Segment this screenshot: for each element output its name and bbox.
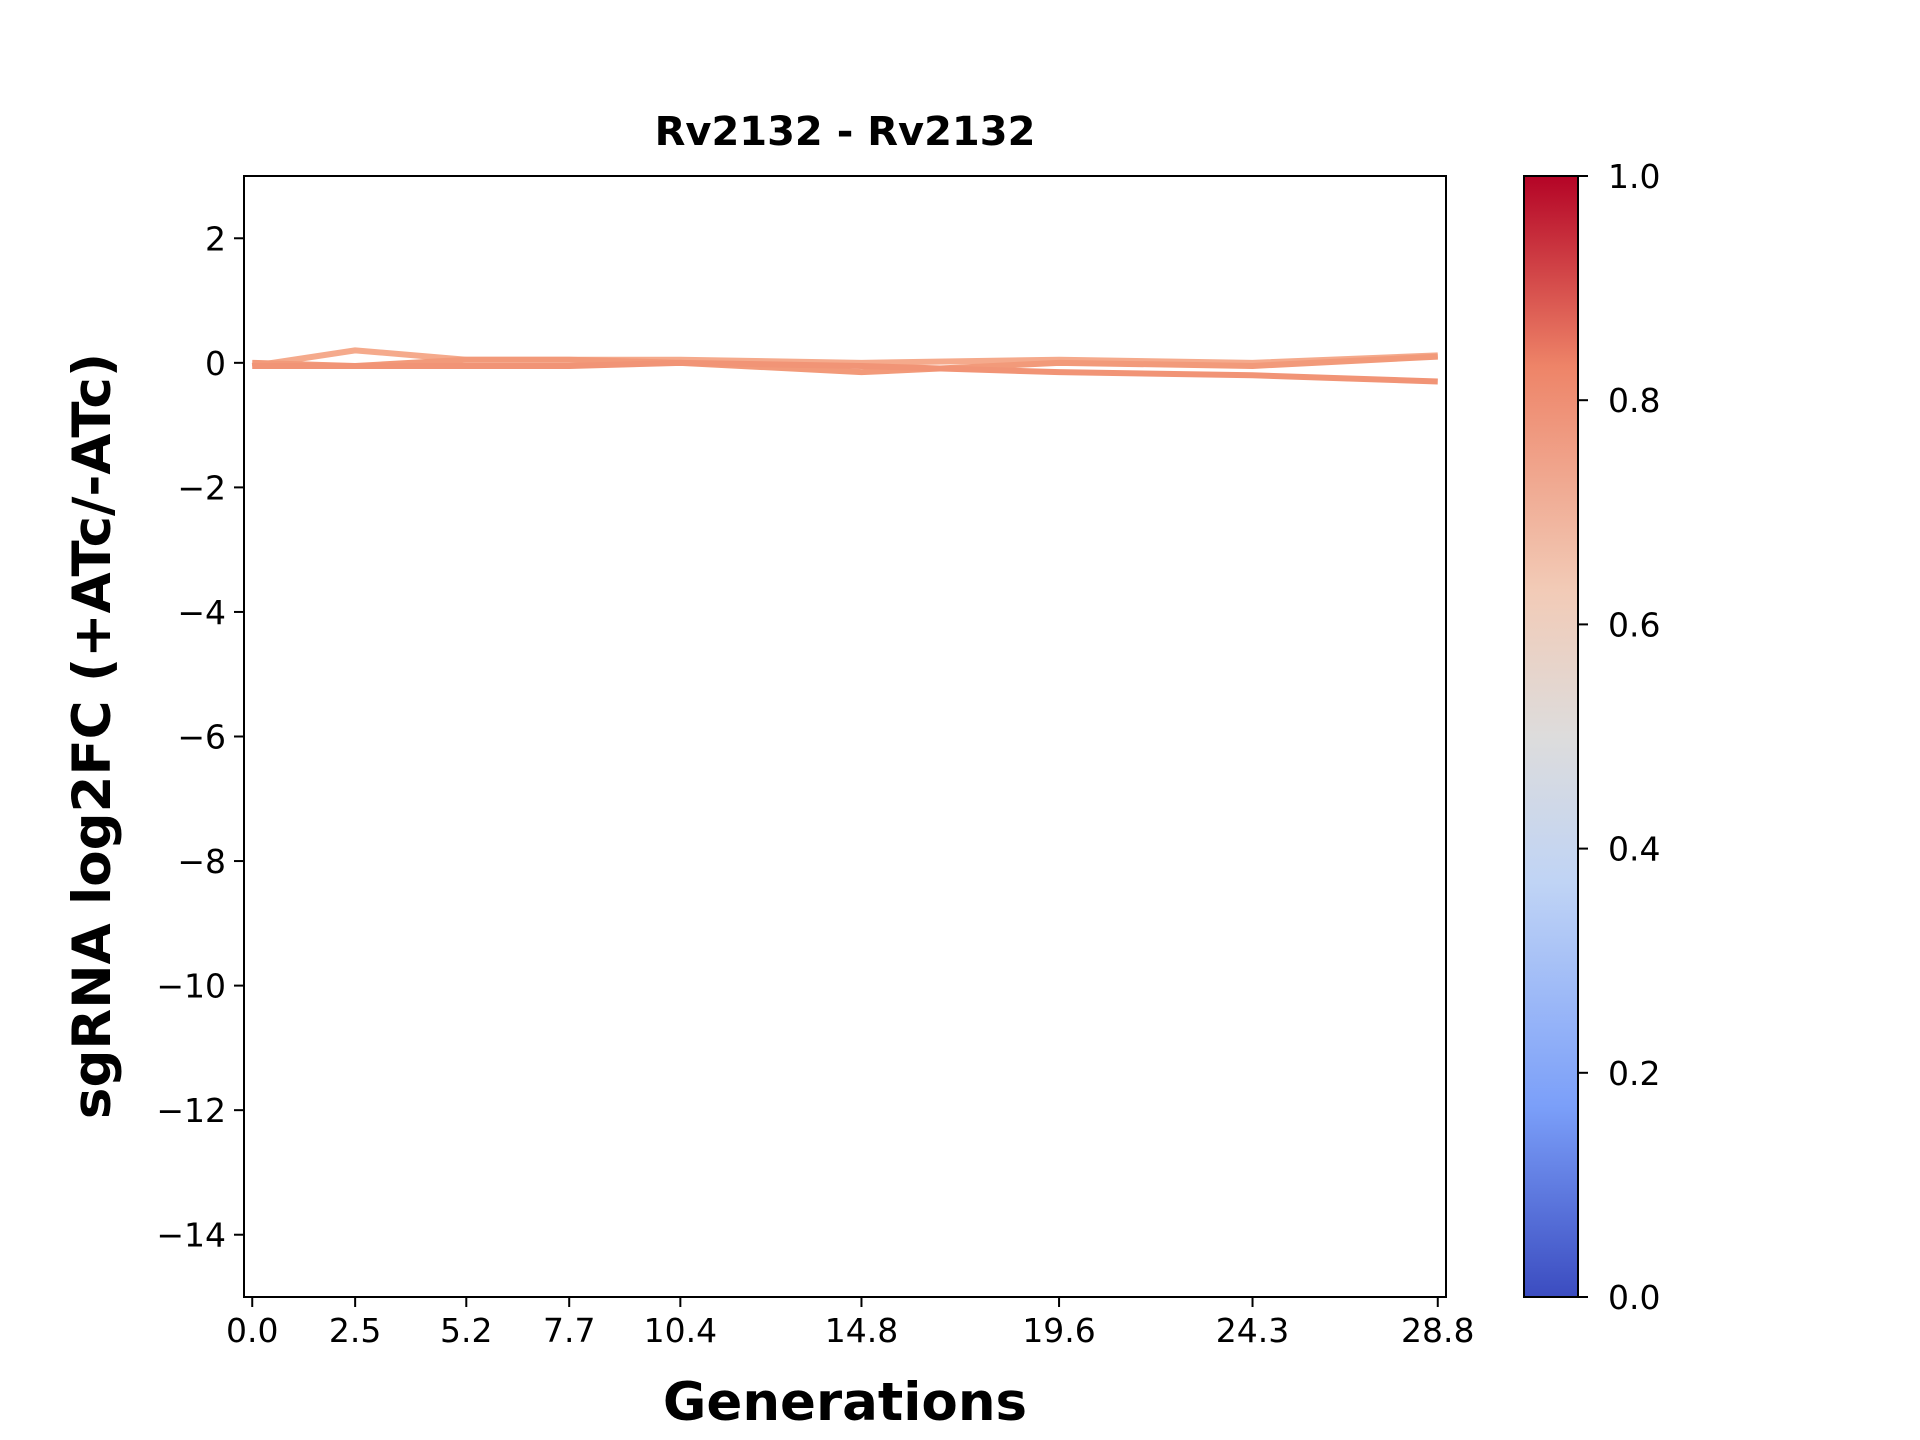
colorbar-tick-label: 0.8 bbox=[1608, 381, 1660, 420]
colorbar-tick-label: 0.2 bbox=[1608, 1054, 1660, 1093]
x-tick-label: 7.7 bbox=[543, 1311, 595, 1350]
x-axis-label: Generations bbox=[663, 1372, 1027, 1433]
colorbar-tick-label: 1.0 bbox=[1608, 157, 1660, 196]
x-axis: 0.0 2.5 5.2 7.7 10.4 14.8 19.6 24.3 28.8 bbox=[226, 1297, 1475, 1350]
y-tick-label: −2 bbox=[177, 468, 226, 507]
series-line-1 bbox=[251, 347, 1438, 369]
y-axis-label: sgRNA log2FC (+ATc/-ATc) bbox=[62, 353, 123, 1119]
x-tick-label: 24.3 bbox=[1216, 1311, 1289, 1350]
colorbar-tick-label: 0.6 bbox=[1608, 605, 1660, 644]
x-tick-label: 10.4 bbox=[644, 1311, 717, 1350]
x-tick-label: 14.8 bbox=[825, 1311, 898, 1350]
colorbar-tick-label: 0.4 bbox=[1608, 830, 1660, 869]
y-tick-label: −14 bbox=[156, 1216, 226, 1255]
colorbar-tick-label: 0.0 bbox=[1608, 1278, 1660, 1317]
x-tick-label: 19.6 bbox=[1022, 1311, 1095, 1350]
y-axis: 2 0 −2 −4 −6 −8 −10 −12 −14 bbox=[156, 219, 244, 1255]
y-tick-label: −4 bbox=[177, 593, 226, 632]
y-tick-label: 0 bbox=[205, 344, 226, 383]
chart-title: Rv2132 - Rv2132 bbox=[655, 109, 1036, 155]
x-tick-label: 2.5 bbox=[329, 1311, 381, 1350]
y-tick-label: −8 bbox=[177, 842, 226, 881]
series-line-3 bbox=[252, 359, 1438, 385]
y-tick-label: −10 bbox=[156, 967, 226, 1006]
y-tick-label: −12 bbox=[156, 1091, 226, 1130]
colorbar-axis: 0.0 0.2 0.4 0.6 0.8 1.0 bbox=[1578, 157, 1660, 1317]
series-lines bbox=[251, 347, 1438, 385]
colorbar bbox=[1523, 175, 1579, 1298]
plot-frame bbox=[243, 175, 1447, 1298]
x-tick-label: 5.2 bbox=[440, 1311, 492, 1350]
x-tick-label: 0.0 bbox=[226, 1311, 278, 1350]
y-tick-label: −6 bbox=[177, 718, 226, 757]
y-tick-label: 2 bbox=[205, 219, 226, 258]
x-tick-label: 28.8 bbox=[1401, 1311, 1474, 1350]
